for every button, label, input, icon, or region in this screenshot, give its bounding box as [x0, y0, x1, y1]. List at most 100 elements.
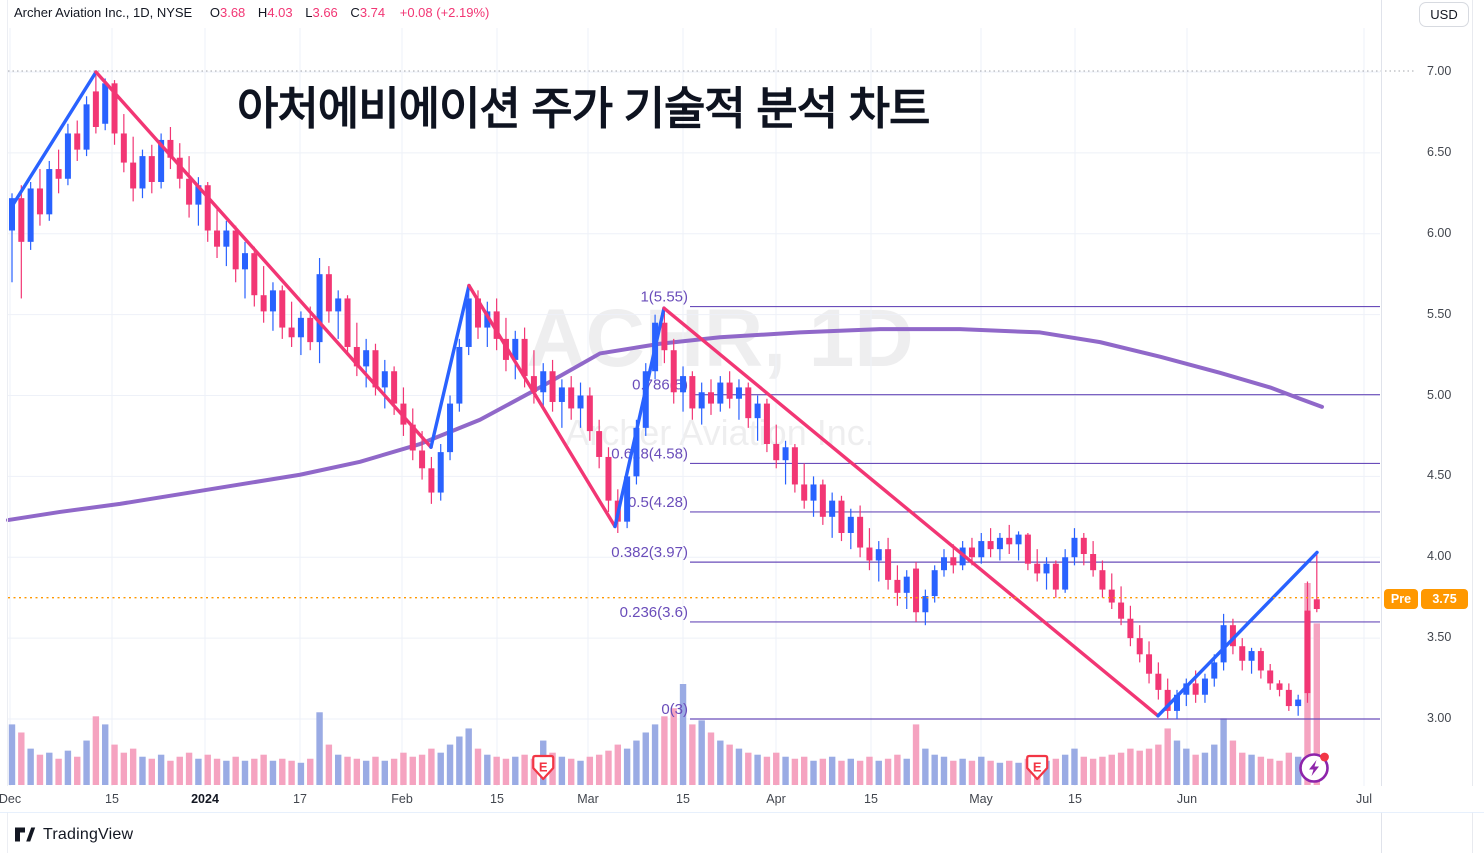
volume-bar [418, 754, 426, 785]
volume-bar [335, 754, 342, 785]
volume-bar [1248, 754, 1255, 785]
candle [791, 447, 798, 485]
volume-bar [838, 760, 845, 785]
volume-bar [828, 756, 836, 785]
candle [92, 91, 99, 127]
candle [1108, 589, 1115, 603]
volume-bar [1006, 760, 1013, 785]
candle [18, 198, 25, 242]
fib-retracement[interactable]: 1(5.55) 0.786(5) 0.618(4.58) 0.5(4.28) 0.382… [611, 289, 1380, 720]
volume-bar [1024, 758, 1032, 785]
volume-bar [707, 732, 715, 785]
volume-bar [1164, 728, 1171, 785]
lightning-icon[interactable] [1299, 752, 1329, 783]
candle [288, 327, 295, 338]
fib-level-label: 0.382(3.97) [611, 544, 688, 561]
volume-bar [129, 748, 137, 785]
symbol-name[interactable]: Archer Aviation Inc., 1D, NYSE [14, 5, 193, 20]
volume-bar [968, 760, 976, 785]
candle [1043, 563, 1050, 574]
volume-bar [1117, 752, 1125, 785]
candle [642, 371, 649, 428]
volume-bar [102, 724, 109, 785]
premarket-price-label[interactable]: Pre 3.75 [1384, 589, 1468, 609]
candle [46, 169, 53, 215]
trendline-up [613, 306, 666, 529]
volume-bar [251, 758, 258, 785]
candle [941, 557, 947, 571]
candle [232, 230, 239, 270]
volume-bar [633, 740, 640, 785]
ohlc-low: L3.66 [305, 5, 338, 20]
price-axis-label: 4.00 [1427, 549, 1452, 564]
volume-bar [773, 752, 780, 785]
candle [838, 500, 845, 533]
price-axis-label: 3.00 [1427, 711, 1452, 725]
premarket-badge[interactable]: Pre [1384, 589, 1418, 609]
candle [866, 547, 873, 561]
candle [363, 350, 370, 367]
volume-bar [157, 754, 165, 785]
volume-bar [484, 754, 491, 785]
trendlines[interactable] [10, 70, 1319, 718]
grid [8, 28, 1380, 786]
volume-bar [745, 752, 752, 785]
candle [1267, 670, 1274, 684]
candle [1015, 534, 1022, 545]
volume-bar [1155, 744, 1162, 785]
candle [1118, 602, 1125, 619]
volume-bar [679, 684, 687, 785]
volume-bar [568, 758, 575, 785]
volume-bar [791, 758, 799, 785]
candle [605, 456, 612, 501]
earnings-icon[interactable]: E [1026, 754, 1049, 781]
fib-level-label: 0.786(5) [632, 377, 688, 394]
volume-bar [1071, 748, 1078, 785]
candle [297, 317, 304, 338]
candle [307, 317, 314, 343]
volume-bar [996, 762, 1004, 785]
volume-bar [185, 752, 193, 785]
volume-bar [83, 740, 90, 785]
volume-bar [595, 754, 603, 785]
volume-bar [950, 760, 957, 785]
currency-button[interactable]: USD [1419, 2, 1469, 27]
candle [1099, 570, 1106, 590]
candle [1164, 689, 1171, 711]
candle [521, 338, 528, 377]
candle [810, 484, 817, 501]
volume-bar [325, 744, 333, 785]
earnings-icon[interactable]: E [532, 754, 555, 781]
candle [754, 403, 761, 419]
candle [74, 133, 81, 150]
candle [670, 350, 677, 393]
candle [1276, 683, 1283, 690]
candle [409, 424, 416, 451]
volume-bar [64, 750, 72, 785]
candle [120, 133, 127, 163]
price-axis-label: 5.00 [1427, 387, 1452, 402]
tradingview-logo[interactable]: TradingView [14, 824, 133, 845]
time-axis-label: 17 [293, 792, 307, 806]
candle [419, 450, 426, 469]
price-axis[interactable]: 7.00 6.50 6.00 5.50 5.00 4.50 4.00 3.50 3.00 [1384, 0, 1484, 853]
volume-bar [1220, 718, 1227, 785]
volume-bar [1099, 756, 1106, 785]
volume-bar [120, 752, 128, 785]
candle [568, 387, 575, 409]
volume-bar [111, 744, 118, 785]
volume-bar [74, 756, 81, 785]
candle [596, 431, 603, 457]
premarket-price[interactable]: 3.75 [1421, 589, 1468, 609]
volume-bar [605, 750, 612, 785]
volume-bar [204, 754, 211, 785]
time-axis[interactable]: Dec 15 2024 17 Feb 15 Mar 15 Apr 15 May 15 Jun Jul [0, 786, 1484, 812]
candle [139, 156, 146, 189]
candle [708, 392, 714, 404]
volume-bar [940, 756, 948, 785]
candle [130, 162, 137, 189]
candle [717, 382, 724, 404]
volume-bar [18, 732, 25, 785]
